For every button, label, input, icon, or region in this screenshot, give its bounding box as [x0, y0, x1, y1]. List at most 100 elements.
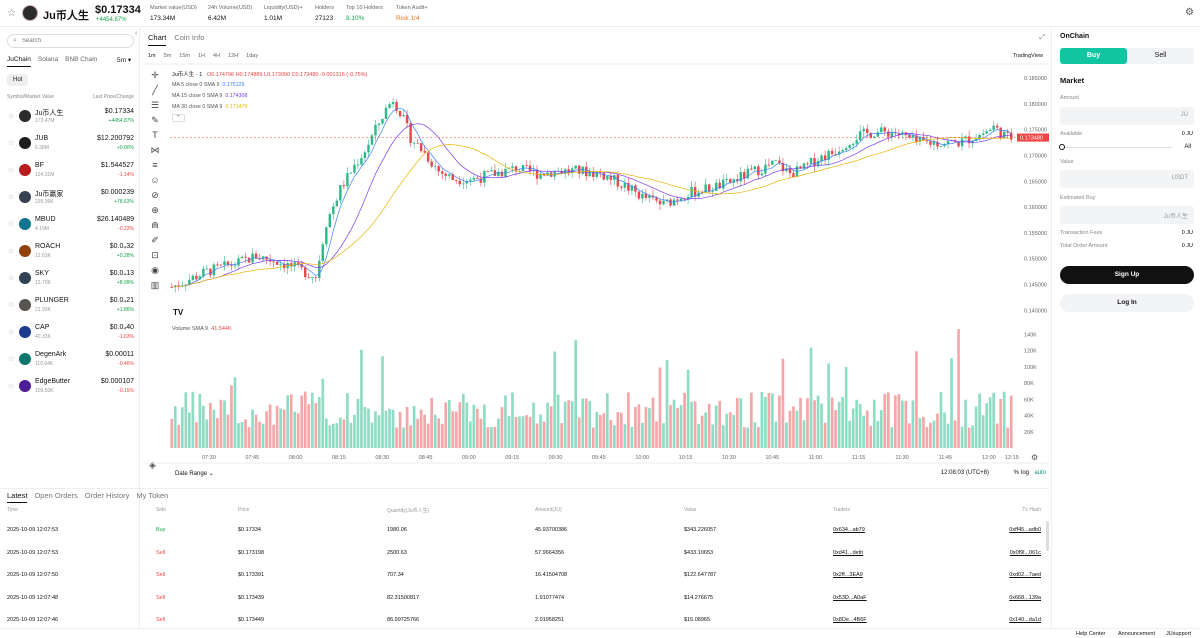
favorite-star-icon[interactable]: ☆: [8, 302, 15, 309]
sell-tab[interactable]: Sell: [1154, 52, 1167, 59]
tab-open-orders[interactable]: Open Orders: [34, 491, 78, 500]
magnet-icon[interactable]: ⋒: [151, 220, 159, 230]
cell-trader[interactable]: 0x53D...A0aF: [833, 594, 867, 601]
log-in-button[interactable]: Log In: [1060, 294, 1194, 312]
help-center-link[interactable]: Help Center: [1076, 631, 1106, 637]
trash-icon[interactable]: ▥: [150, 280, 160, 290]
crosshair-icon[interactable]: ✛: [151, 70, 159, 80]
expand-icon[interactable]: ⤢: [1039, 34, 1045, 41]
list-item[interactable]: ☆ EdgeButter 109.50K $0.000107 -0.15%: [0, 374, 140, 401]
col-amount: Amount(JU): [535, 507, 562, 513]
announcement-link[interactable]: Announcement: [1118, 631, 1155, 637]
ruler-icon[interactable]: ⊘: [151, 190, 159, 200]
interval-1h[interactable]: 1H: [197, 53, 206, 59]
lock-icon[interactable]: ⊡: [151, 250, 159, 260]
list-item[interactable]: ☆ PLUNGER 21.93K $0.0₄21 +1.86%: [0, 293, 140, 320]
legend-collapse[interactable]: ⌃: [172, 114, 185, 122]
trades-scrollbar[interactable]: [1046, 521, 1049, 551]
favorite-star-icon[interactable]: ☆: [8, 221, 15, 228]
list-item[interactable]: ☆ BF 124.31M $1.544527 -1.14%: [0, 158, 140, 185]
percent-scale-button[interactable]: %: [1013, 470, 1019, 476]
favorite-star-icon[interactable]: ☆: [8, 113, 15, 120]
list-item[interactable]: ☆ ROACH 12.63K $0.0₄32 +0.28%: [0, 239, 140, 266]
cell-trader[interactable]: 0x2ff...3EA9: [833, 572, 863, 578]
zoom-icon[interactable]: ⊕: [151, 205, 159, 215]
candle: [757, 166, 760, 176]
list-item[interactable]: ☆ Ju币赢家 239.36K $0.000239 +78.63%: [0, 185, 140, 212]
gear-icon[interactable]: ⚙: [1185, 7, 1194, 18]
interval-select[interactable]: 5m ▾: [117, 57, 132, 64]
favorite-star-icon[interactable]: ☆: [8, 356, 15, 363]
sign-up-button[interactable]: Sign Up: [1060, 266, 1194, 284]
list-item[interactable]: ☆ DegenArk 110.64K $0.00011 -0.46%: [0, 347, 140, 374]
tab-bnb-chain[interactable]: BNB Chain: [65, 56, 98, 63]
trendline-icon[interactable]: ╱: [152, 85, 158, 95]
volume-bar: [960, 426, 964, 448]
all-button[interactable]: All: [1184, 144, 1191, 150]
interval-15m[interactable]: 15m: [179, 53, 190, 59]
time-tick: 07:30: [202, 455, 216, 461]
favorite-star-icon[interactable]: ☆: [8, 275, 15, 282]
list-item[interactable]: ☆ MBUD 4.19M $26.140489 -0.22%: [0, 212, 140, 239]
cell-txhash[interactable]: 0x668...139a: [1009, 594, 1041, 601]
support-link[interactable]: JUsupport: [1166, 631, 1192, 637]
emoji-icon[interactable]: ☺: [150, 175, 160, 185]
token-name: MBUD: [35, 216, 56, 223]
pattern-icon[interactable]: ⋈: [150, 145, 160, 155]
amount-input[interactable]: JU: [1060, 107, 1194, 125]
cell-trader[interactable]: 0xd41...deth: [833, 549, 864, 556]
interval-12h[interactable]: 12H: [228, 53, 239, 59]
stat-liquidity[interactable]: Liquidity(USD)+ 1.01M: [264, 5, 303, 22]
list-item[interactable]: ☆ CAP 40.33K $0.0₄40 -1.63%: [0, 320, 140, 347]
eye-icon[interactable]: ◉: [151, 265, 159, 275]
cell-txhash[interactable]: 0xd02...7aed: [1009, 572, 1041, 578]
interval-1m[interactable]: 1m: [148, 53, 156, 59]
list-item[interactable]: ☆ SKY 13.70K $0.0₄13 +8.99%: [0, 266, 140, 293]
favorite-star-icon[interactable]: ☆: [8, 248, 15, 255]
search-input[interactable]: [22, 36, 122, 46]
tab-solana[interactable]: Solana: [37, 56, 59, 63]
auto-scale-button[interactable]: auto: [1034, 470, 1046, 476]
tab-order-history[interactable]: Order History: [84, 491, 130, 500]
interval-4h[interactable]: 4H: [213, 53, 221, 59]
candlestick-chart[interactable]: 0.185000 0.180000 0.175000 0.170000 0.165000…: [143, 28, 1049, 486]
cell-trader[interactable]: 0x8De...4B6F: [833, 617, 867, 623]
favorite-star-icon[interactable]: ☆: [7, 8, 16, 19]
cell-txhash[interactable]: 0xff45...adb0: [1009, 527, 1041, 533]
tab-juchain[interactable]: JuChain: [7, 56, 31, 67]
search-box[interactable]: ⌕: [7, 34, 134, 48]
measure-fib-icon[interactable]: ≡: [152, 160, 158, 170]
col-price: Price: [238, 507, 250, 513]
interval-1day[interactable]: 1day: [246, 53, 259, 59]
favorite-star-icon[interactable]: ☆: [8, 383, 15, 390]
cell-txhash[interactable]: 0x0f9l...061c: [1009, 549, 1041, 556]
tab-my-token[interactable]: My Token: [136, 491, 169, 500]
interval-5m[interactable]: 5m: [163, 53, 172, 59]
cell-quantity: 86.99725766: [387, 617, 420, 623]
brush-icon[interactable]: ✎: [151, 115, 159, 125]
favorite-star-icon[interactable]: ☆: [8, 194, 15, 201]
list-item[interactable]: ☆ JUB 6.38M $12.200792 +0.00%: [0, 131, 140, 158]
lock-drawing-icon[interactable]: ✐: [151, 235, 159, 245]
tab-chart[interactable]: Chart: [148, 33, 167, 46]
collapse-sidebar-icon[interactable]: ‹: [135, 30, 138, 37]
hot-filter[interactable]: Hot: [7, 74, 29, 86]
hlines-icon[interactable]: ☰: [150, 100, 160, 110]
cell-trader[interactable]: 0x634...ab79: [833, 527, 865, 533]
favorite-star-icon[interactable]: ☆: [8, 167, 15, 174]
log-scale-button[interactable]: log: [1020, 470, 1029, 476]
stat-audit[interactable]: Token Audit+ Risk 1/4: [396, 5, 428, 22]
text-icon[interactable]: T: [152, 130, 158, 140]
list-item[interactable]: ☆ Ju币人生 173.47M $0.17334 +4454.87%: [0, 104, 140, 131]
cell-txhash[interactable]: 0x140...da1d: [1009, 617, 1041, 623]
slider-handle[interactable]: [1059, 144, 1065, 150]
tab-coin-info[interactable]: Coin Info: [174, 33, 205, 42]
favorite-star-icon[interactable]: ☆: [8, 329, 15, 336]
amount-slider[interactable]: [1059, 144, 1172, 150]
value-input[interactable]: USDT: [1060, 170, 1194, 188]
date-range-button[interactable]: Date Range ⌄: [175, 471, 214, 477]
volume-bar: [581, 398, 585, 448]
favorite-star-icon[interactable]: ☆: [8, 140, 15, 147]
tab-latest[interactable]: Latest: [7, 491, 28, 503]
buy-tab[interactable]: Buy: [1060, 48, 1127, 64]
